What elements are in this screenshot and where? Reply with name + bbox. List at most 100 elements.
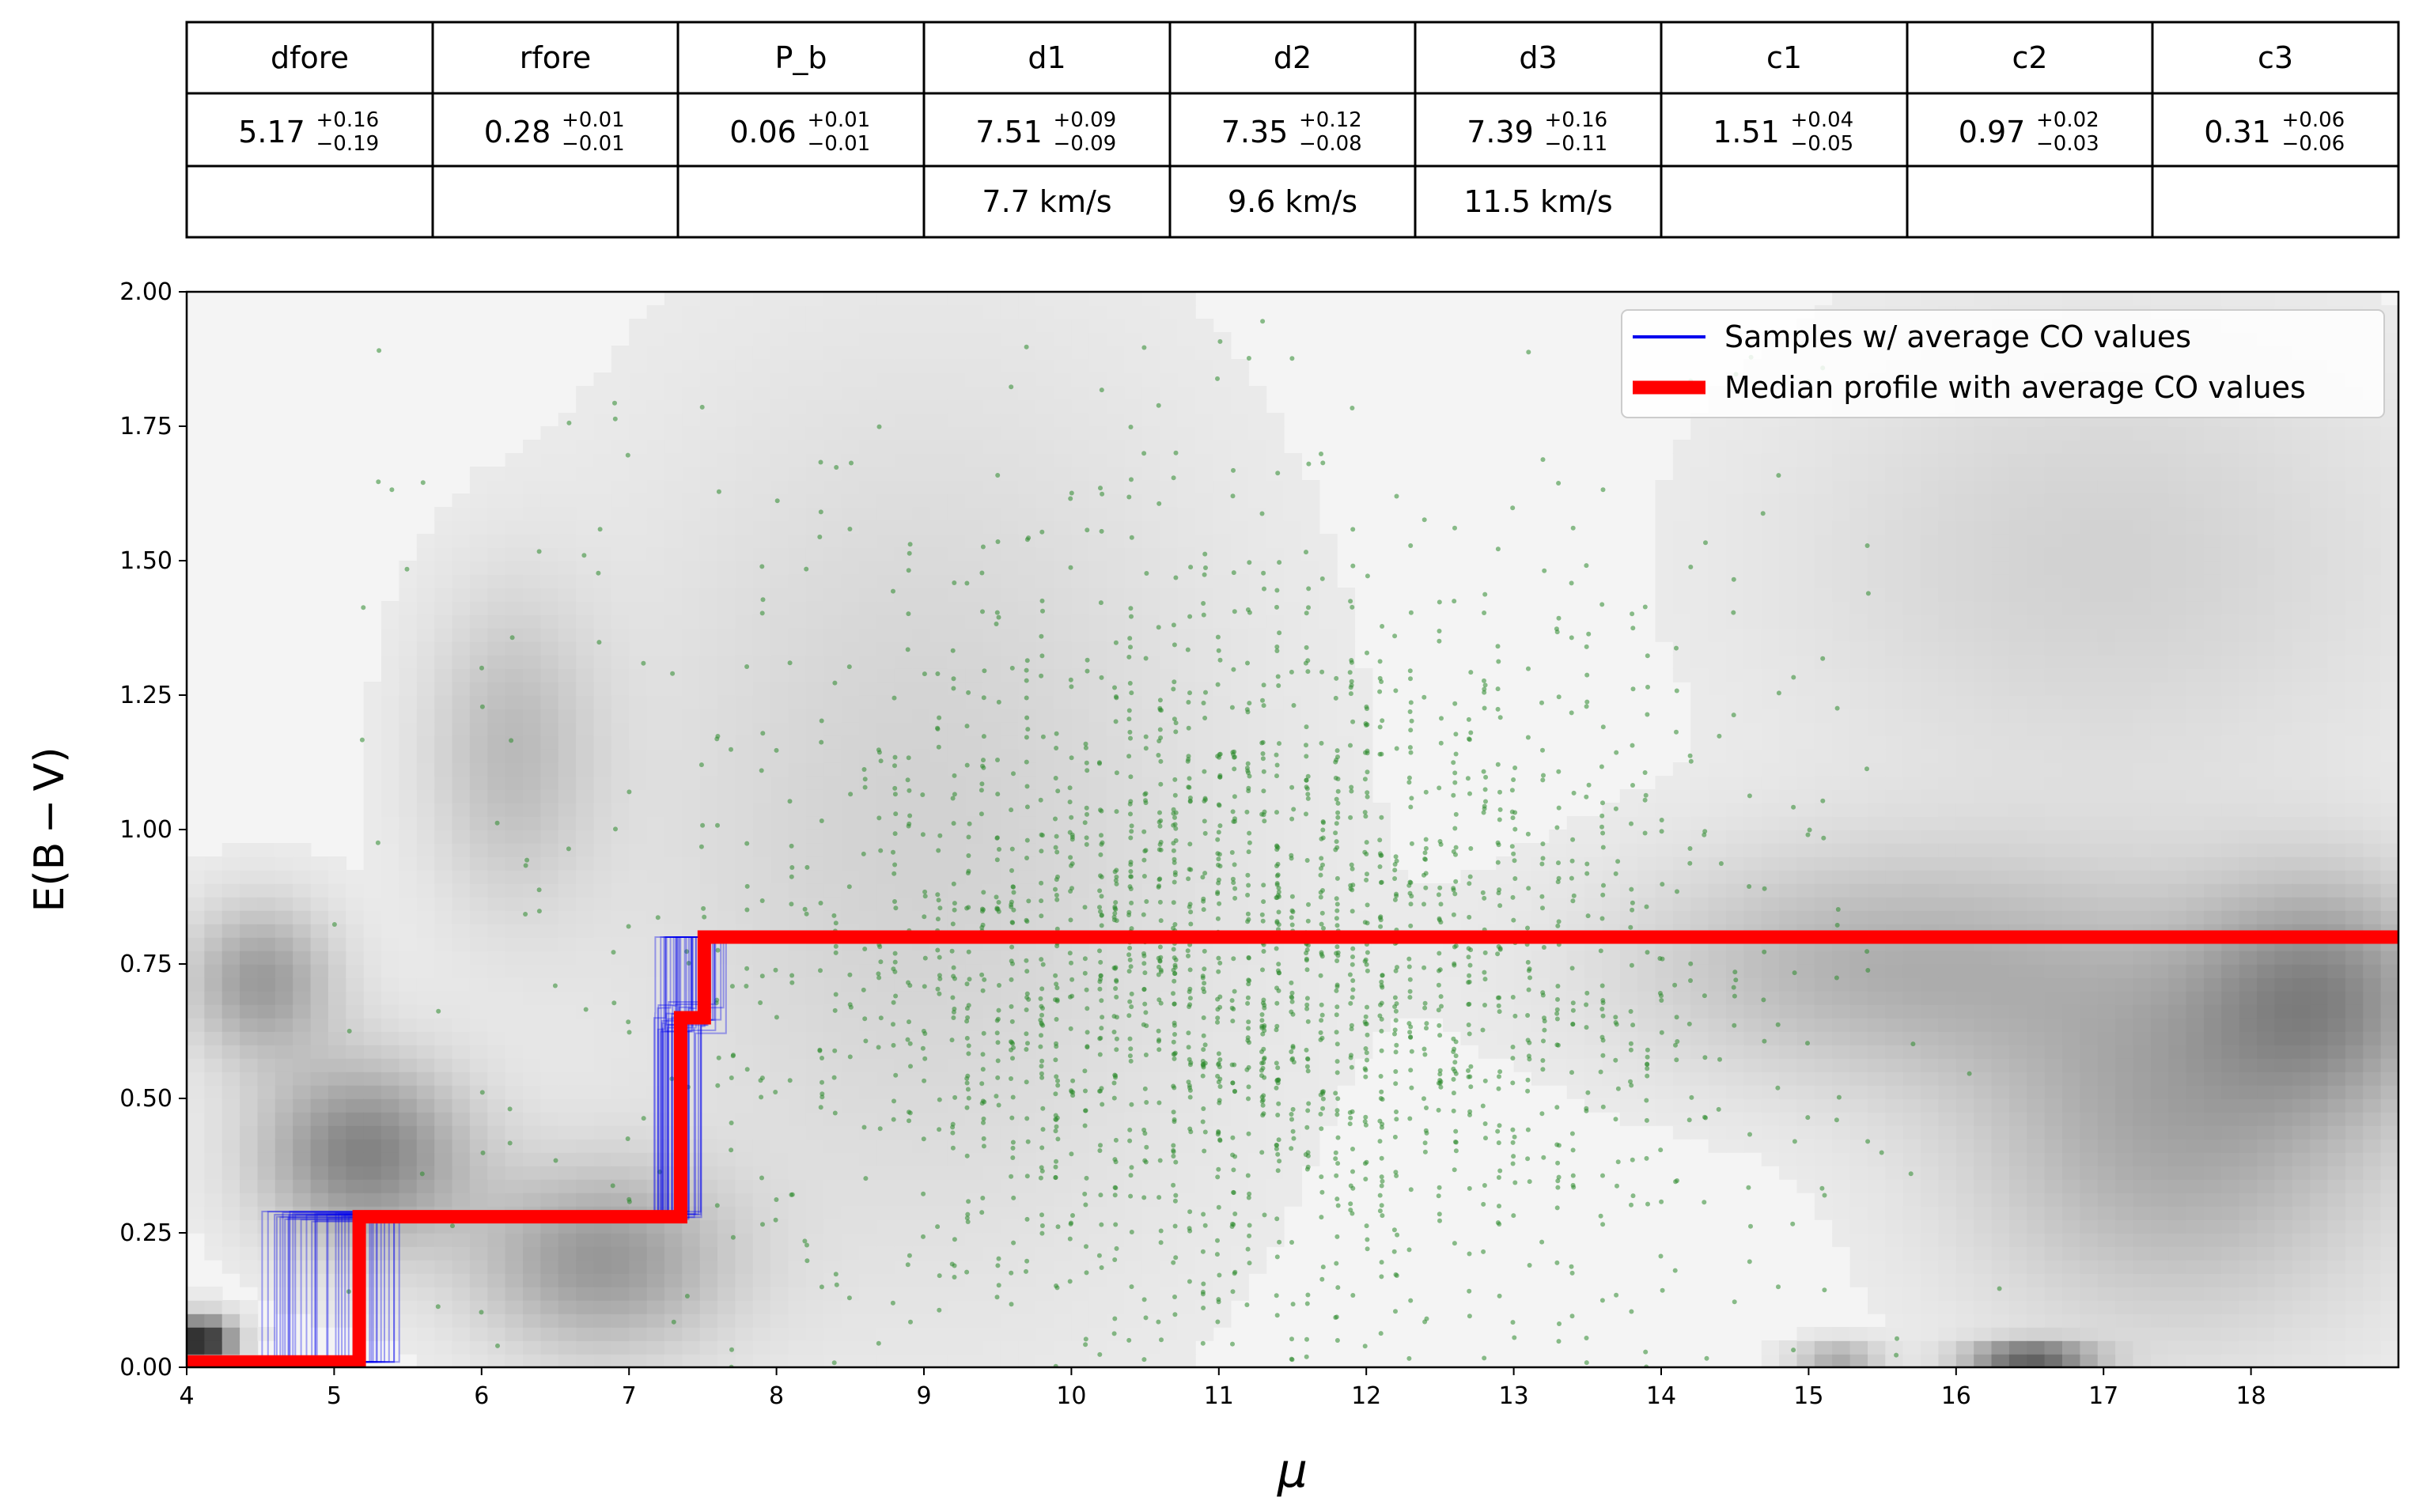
density-cell	[699, 453, 718, 467]
density-cell	[894, 1233, 913, 1247]
table-value-cell: 0.28 +0.01−0.01	[484, 108, 625, 156]
density-cell	[1071, 964, 1090, 978]
density-cell	[735, 1166, 754, 1180]
density-cell	[629, 991, 648, 1005]
density-cell	[1230, 1246, 1249, 1261]
density-cell	[1124, 1018, 1143, 1032]
density-cell	[929, 1206, 948, 1220]
density-cell	[1160, 319, 1179, 333]
density-cell	[1088, 668, 1107, 682]
density-cell	[912, 359, 931, 373]
density-cell	[1088, 1219, 1107, 1234]
density-cell	[346, 897, 365, 911]
density-cell	[646, 1045, 665, 1059]
density-cell	[965, 789, 984, 803]
density-cell	[717, 1206, 736, 1220]
density-cell	[257, 1085, 276, 1099]
density-cell	[912, 1004, 931, 1019]
density-cell	[240, 1273, 259, 1287]
density-cell	[1549, 883, 1568, 898]
density-cell	[805, 641, 825, 656]
density-cell	[841, 305, 860, 319]
density-cell	[327, 1004, 347, 1019]
density-cell	[841, 856, 860, 871]
density-cell	[770, 668, 789, 682]
density-cell	[805, 480, 825, 494]
density-cell	[1177, 520, 1196, 535]
density-cell	[505, 493, 524, 508]
density-cell	[805, 1246, 825, 1261]
density-cell	[1035, 1206, 1054, 1220]
density-cell	[346, 1058, 365, 1072]
density-cell	[505, 1045, 524, 1059]
density-cell	[859, 292, 878, 293]
density-cell	[558, 951, 577, 965]
density-cell	[1000, 856, 1020, 871]
density-cell	[1708, 776, 1727, 790]
density-cell	[1141, 305, 1161, 319]
density-cell	[1071, 372, 1090, 387]
density-cell	[523, 453, 542, 467]
density-cell	[1000, 346, 1020, 360]
density-cell	[1035, 991, 1054, 1005]
density-cell	[876, 1206, 895, 1220]
density-cell	[1071, 1125, 1090, 1140]
density-cell	[859, 735, 878, 750]
density-cell	[540, 776, 559, 790]
density-cell	[823, 1085, 842, 1099]
density-cell	[293, 1260, 312, 1274]
density-cell	[1708, 1058, 1727, 1072]
density-cell	[982, 1206, 1001, 1220]
density-cell	[416, 1287, 435, 1301]
density-cell	[805, 372, 825, 387]
density-cell	[629, 749, 648, 763]
density-cell	[576, 1179, 595, 1193]
density-cell	[1549, 1018, 1568, 1032]
density-cell	[1124, 843, 1143, 857]
param-upper-error: +0.09	[1054, 108, 1117, 132]
density-cell	[1248, 977, 1267, 992]
density-cell	[965, 588, 984, 602]
density-cell	[576, 964, 595, 978]
density-cell	[1000, 722, 1020, 736]
density-cell	[1071, 547, 1090, 561]
density-cell	[1584, 991, 1603, 1005]
density-cell	[469, 534, 489, 548]
density-cell	[1088, 977, 1107, 992]
density-cell	[1160, 628, 1179, 642]
density-cell	[257, 1018, 276, 1032]
density-cell	[1619, 803, 1638, 817]
density-cell	[452, 749, 471, 763]
density-cell	[1301, 776, 1320, 790]
density-cell	[1018, 749, 1037, 763]
density-cell	[1619, 964, 1638, 978]
density-cell	[1690, 883, 1709, 898]
density-cell	[1088, 1179, 1107, 1193]
density-cell	[452, 520, 471, 535]
density-cell	[1708, 1072, 1727, 1086]
density-cell	[416, 749, 435, 763]
density-cell	[735, 614, 754, 629]
density-cell	[629, 1004, 648, 1019]
density-cell	[894, 628, 913, 642]
density-cell	[1354, 964, 1373, 978]
density-cell	[1177, 1327, 1196, 1341]
density-cell	[752, 1314, 771, 1328]
density-cell	[629, 977, 648, 992]
density-cell	[469, 870, 489, 884]
density-cell	[434, 1166, 453, 1180]
density-cell	[558, 870, 577, 884]
density-cell	[1071, 991, 1090, 1005]
density-cell	[1690, 547, 1709, 561]
density-cell	[576, 1045, 595, 1059]
density-cell	[293, 924, 312, 938]
density-cell	[1549, 830, 1568, 844]
density-cell	[1230, 641, 1249, 656]
density-cell	[1478, 897, 1497, 911]
density-cell	[381, 722, 400, 736]
density-cell	[805, 1300, 825, 1314]
density-cell	[947, 1112, 966, 1126]
density-cell	[982, 1193, 1001, 1207]
density-cell	[1071, 561, 1090, 575]
density-cell	[1301, 574, 1320, 588]
